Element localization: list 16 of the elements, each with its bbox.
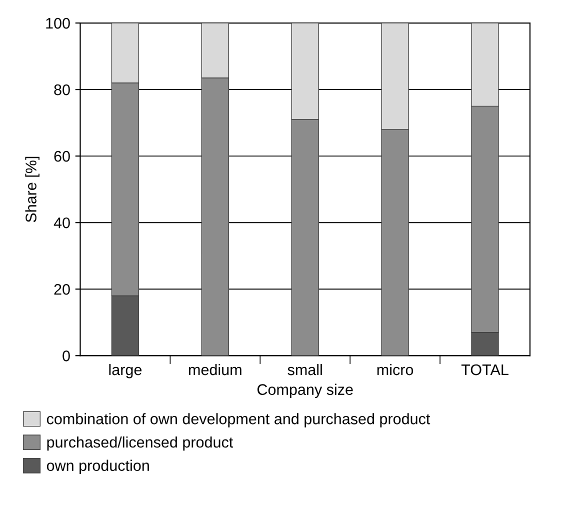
y-tick-label: 60	[54, 150, 70, 162]
x-tick-label: micro	[377, 364, 414, 376]
x-tick-label: large	[109, 364, 142, 378]
legend-label: purchased/licensed product	[47, 436, 234, 451]
x-tick-label: TOTAL	[461, 364, 508, 376]
x-tick-label: small	[288, 364, 322, 376]
y-tick-label: 100	[46, 18, 70, 29]
x-tick-label: medium	[189, 364, 242, 376]
y-tick-label: 20	[54, 284, 70, 295]
x-axis-title: Company size	[257, 384, 353, 398]
y-axis-title: Share [%]	[25, 156, 40, 222]
legend-label: combination of own development and purchased product	[46, 413, 430, 428]
legend-label: own production	[46, 460, 149, 474]
y-tick-label: 80	[54, 84, 70, 96]
y-tick-label: 40	[54, 217, 70, 228]
y-tick-label: 0	[62, 350, 70, 362]
